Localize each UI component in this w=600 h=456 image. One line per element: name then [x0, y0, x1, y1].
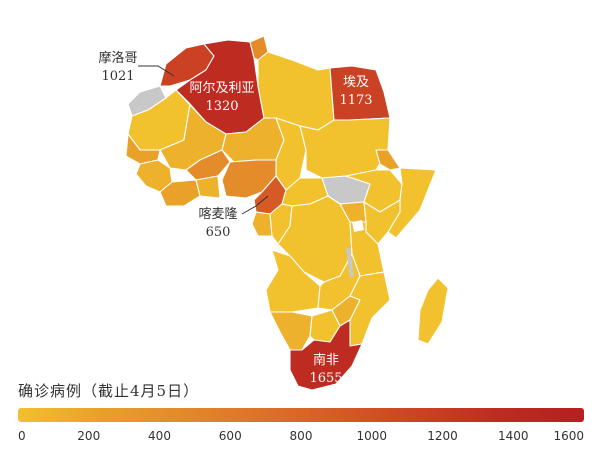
- region-namibia: [269, 311, 313, 351]
- region-zimbabwe: [331, 295, 361, 327]
- legend-color-bar: [18, 408, 584, 422]
- label-cameroon-value: 650: [206, 225, 231, 240]
- label-egypt-value: 1173: [339, 93, 372, 108]
- region-ghana: [195, 175, 221, 199]
- leader-morocco: [138, 65, 175, 77]
- legend-tick-1000: 1000: [356, 429, 387, 443]
- legend-tick-800: 800: [290, 429, 313, 443]
- lake-tanganyika: [346, 248, 354, 278]
- legend-tick-400: 400: [148, 429, 171, 443]
- region-madagascar: [417, 277, 449, 345]
- legend-tick-1600: 1600: [553, 429, 584, 443]
- lake-victoria: [352, 220, 364, 232]
- label-algeria-value: 1320: [205, 99, 238, 114]
- legend-tick-1200: 1200: [427, 429, 458, 443]
- label-cameroon-name: 喀麦隆: [198, 206, 237, 222]
- label-morocco-value: 1021: [101, 69, 134, 84]
- region-south-africa: [289, 319, 363, 391]
- label-south-africa-value: 1655: [309, 371, 342, 386]
- legend-tick-600: 600: [219, 429, 242, 443]
- label-morocco-name: 摩洛哥: [98, 50, 137, 66]
- legend-tick-200: 200: [77, 429, 100, 443]
- label-algeria-name: 阿尔及利亚: [189, 81, 254, 96]
- legend-tick-0: 0: [18, 429, 26, 443]
- region-gabon: [251, 211, 273, 237]
- label-egypt-name: 埃及: [343, 75, 369, 90]
- region-angola: [265, 249, 321, 313]
- legend-tick-1400: 1400: [498, 429, 529, 443]
- legend-title: 确诊病例（截止4月5日）: [18, 382, 200, 400]
- leader-cameroon: [241, 195, 269, 215]
- label-south-africa-name: 南非: [313, 352, 339, 368]
- legend-ticks: 0 200 400 600 800 1000 1200 1400 1600: [18, 429, 584, 443]
- region-eritrea: [375, 149, 401, 171]
